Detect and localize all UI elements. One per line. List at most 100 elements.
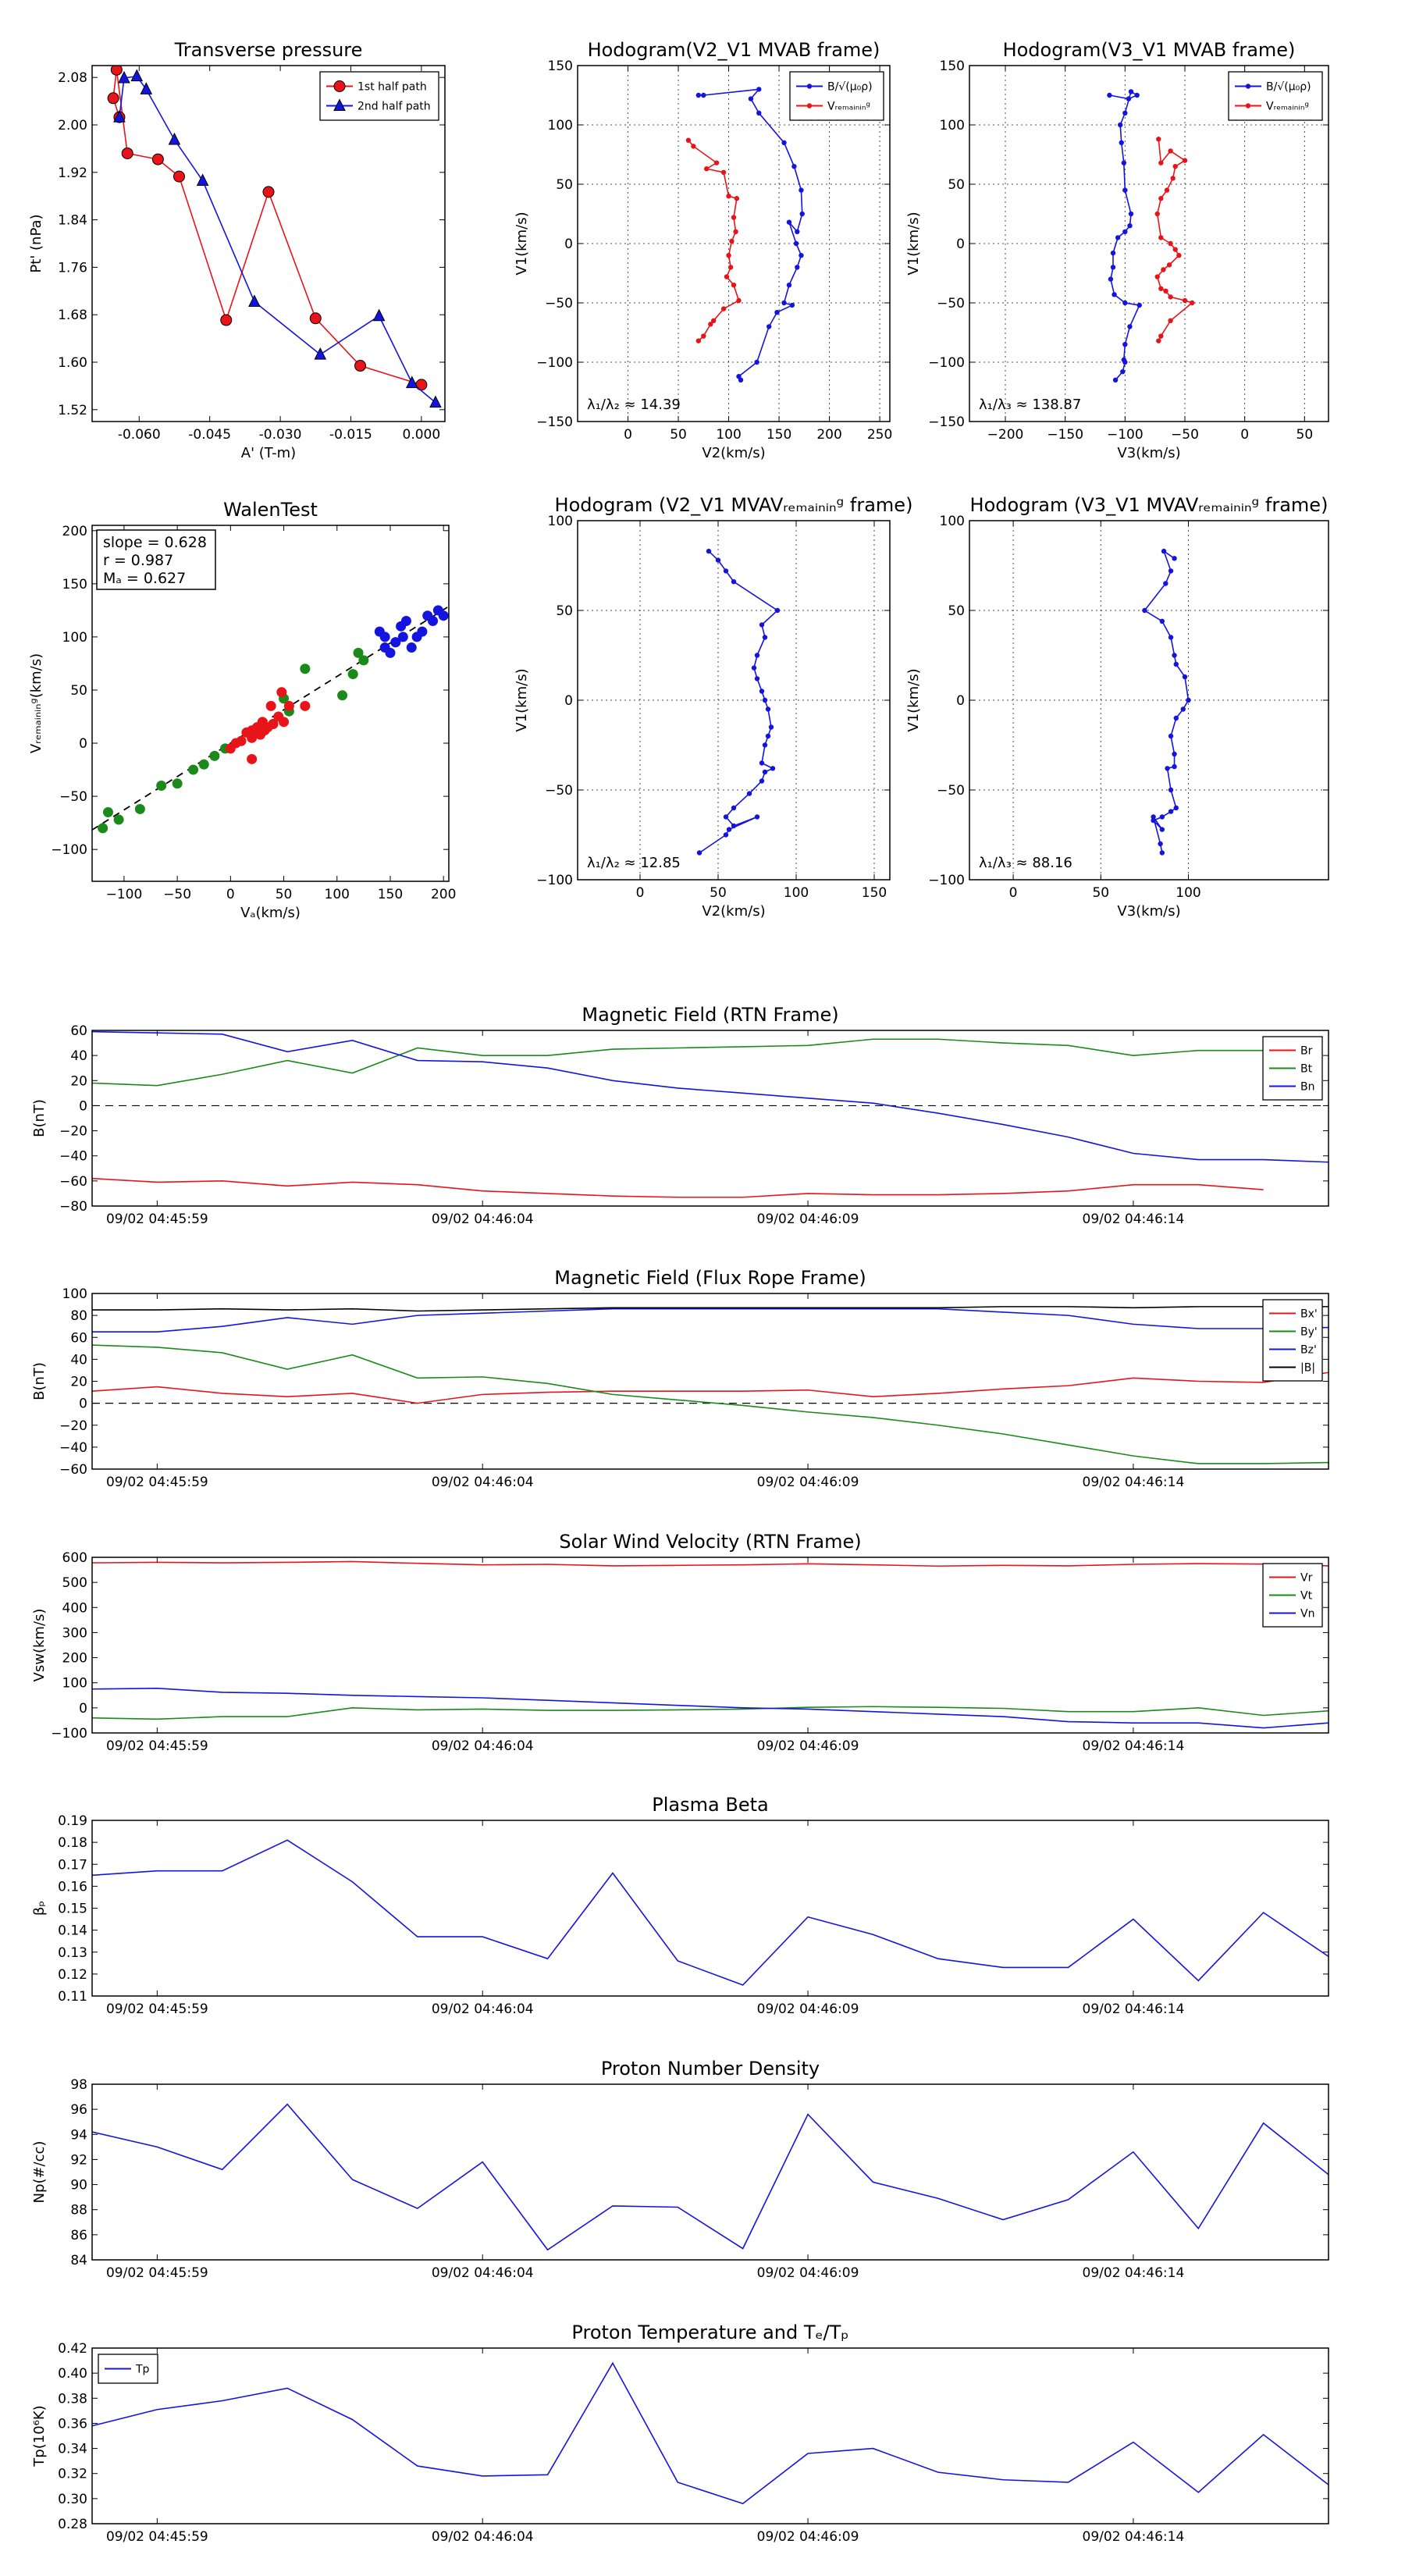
chart-p7: 09/02 04:45:59 09/02 04:46:04 09/02 04:46:… [31, 1004, 1329, 1227]
data-point [1168, 787, 1174, 793]
data-point [134, 803, 145, 814]
legend-label: Tp [135, 2364, 150, 2376]
data-point [1121, 160, 1127, 165]
y-tick-label: 0.42 [58, 2341, 87, 2357]
data-point [156, 780, 167, 791]
axes-frame [91, 525, 450, 882]
y-tick-label: 1.92 [58, 165, 87, 181]
data-point [724, 274, 730, 279]
data-point [1127, 324, 1133, 329]
chart-title: Solar Wind Velocity (RTN Frame) [559, 1531, 861, 1553]
data-point [300, 700, 311, 711]
stats-line: r = 0.987 [103, 552, 173, 569]
x-tick-label: 09/02 04:46:09 [757, 2001, 859, 2017]
x-tick-label: 09/02 04:46:04 [432, 1212, 534, 1227]
data-point [1156, 338, 1161, 343]
data-point [1168, 635, 1174, 640]
data-point [1165, 766, 1170, 771]
y-tick-label: 0.30 [58, 2492, 87, 2507]
data-point [726, 253, 731, 258]
x-tick-label: 50 [710, 885, 727, 901]
y-tick-label: 0 [79, 736, 87, 752]
y-tick-label: 1.84 [58, 213, 87, 229]
data-point [406, 375, 418, 389]
legend-marker [806, 84, 813, 89]
data-point [1154, 211, 1160, 217]
series-line-B [92, 1306, 1329, 1312]
plot-data [92, 1839, 1329, 1986]
data-point [379, 632, 390, 642]
data-point [347, 669, 358, 680]
y-axis-label: Tp(10⁶K) [31, 2405, 48, 2467]
data-point [276, 687, 287, 698]
y-tick-label: 50 [948, 603, 965, 619]
eigenvalue-ratio-annotation: λ₁/λ₃ ≈ 138.87 [979, 397, 1081, 413]
data-point [1173, 805, 1179, 811]
plot-data [107, 66, 442, 408]
x-tick-label: 09/02 04:46:04 [432, 1475, 534, 1490]
data-point [754, 653, 760, 658]
x-tick-label: 0 [636, 885, 645, 901]
x-tick-label: 09/02 04:45:59 [106, 1212, 208, 1227]
data-point [795, 229, 800, 234]
y-tick-label: 90 [70, 2178, 87, 2194]
data-point [729, 238, 735, 244]
legend-marker [1245, 103, 1251, 109]
data-point [1120, 368, 1126, 375]
data-point [1118, 122, 1123, 128]
series-line-0 [92, 1839, 1329, 1986]
y-tick-label: −80 [59, 1199, 87, 1215]
legend-label: Br [1300, 1045, 1313, 1058]
axes-frame [91, 1557, 1329, 1734]
eigenvalue-ratio-annotation: λ₁/λ₂ ≈ 12.85 [587, 855, 681, 871]
data-point [1168, 318, 1173, 323]
legend-label: Bx' [1300, 1308, 1318, 1321]
legend-label: Vn [1300, 1608, 1314, 1621]
data-point [1172, 751, 1177, 757]
chart-p4: −100 −50 0 50 100 150 200 −100 −50 0 50 100 150 200 Wa… [28, 499, 456, 921]
data-point [738, 377, 744, 382]
x-tick-label: 09/02 04:46:14 [1083, 2001, 1185, 2017]
chart-p8: 09/02 04:45:59 09/02 04:46:04 09/02 04:46:… [31, 1267, 1329, 1490]
data-point [731, 579, 737, 585]
legend: B/√(μ₀ρ) Vᵣₑₘₐᵢₙᵢₙᵍ [1228, 71, 1323, 121]
plot-data [92, 605, 449, 834]
y-tick-label: 2.08 [58, 70, 87, 86]
x-tick-label: 09/02 04:46:09 [757, 1738, 859, 1754]
data-point [438, 610, 449, 621]
data-point [314, 347, 327, 360]
x-axis-label: A' (T-m) [241, 445, 296, 461]
data-point [268, 719, 279, 730]
y-tick-label: 2.00 [58, 118, 87, 133]
y-tick-label: 0.16 [58, 1879, 87, 1895]
y-tick-label: 1.76 [58, 260, 87, 276]
chart-p6: 0 50 100 −100 −50 0 50 100 Hodogram (V3_V1 MVAVᵣ… [905, 494, 1329, 920]
data-point [733, 229, 738, 234]
axes-frame [91, 2083, 1329, 2261]
y-tick-label: 200 [62, 1651, 87, 1667]
x-tick-label: 09/02 04:46:14 [1083, 2529, 1185, 2545]
chart-title: Proton Temperature and Tₑ/Tₚ [571, 2322, 848, 2343]
y-tick-label: 200 [62, 524, 87, 539]
legend-marker [1245, 84, 1251, 89]
y-tick-label: 0.36 [58, 2416, 87, 2432]
x-tick-label: 09/02 04:46:04 [432, 2265, 534, 2281]
legend: Tp [98, 2354, 158, 2384]
y-tick-label: 50 [948, 177, 965, 193]
data-point [1163, 288, 1168, 294]
y-tick-label: −60 [59, 1174, 87, 1190]
y-axis-label: Np(#/cc) [31, 2141, 48, 2204]
data-point [151, 153, 164, 165]
y-tick-label: 0.32 [58, 2467, 87, 2482]
y-tick-label: 20 [70, 1375, 87, 1390]
y-tick-label: 150 [940, 59, 965, 74]
data-point [429, 395, 442, 408]
legend: B/√(μ₀ρ) Vᵣₑₘₐᵢₙᵢₙᵍ [789, 71, 884, 121]
data-point [1172, 653, 1177, 658]
series-line-Vn [92, 1687, 1329, 1729]
data-point [1158, 286, 1164, 291]
legend-box [1228, 71, 1323, 121]
y-tick-label: −100 [928, 355, 965, 371]
y-axis-label: Vsw(km/s) [31, 1609, 48, 1682]
data-point [1190, 300, 1195, 306]
